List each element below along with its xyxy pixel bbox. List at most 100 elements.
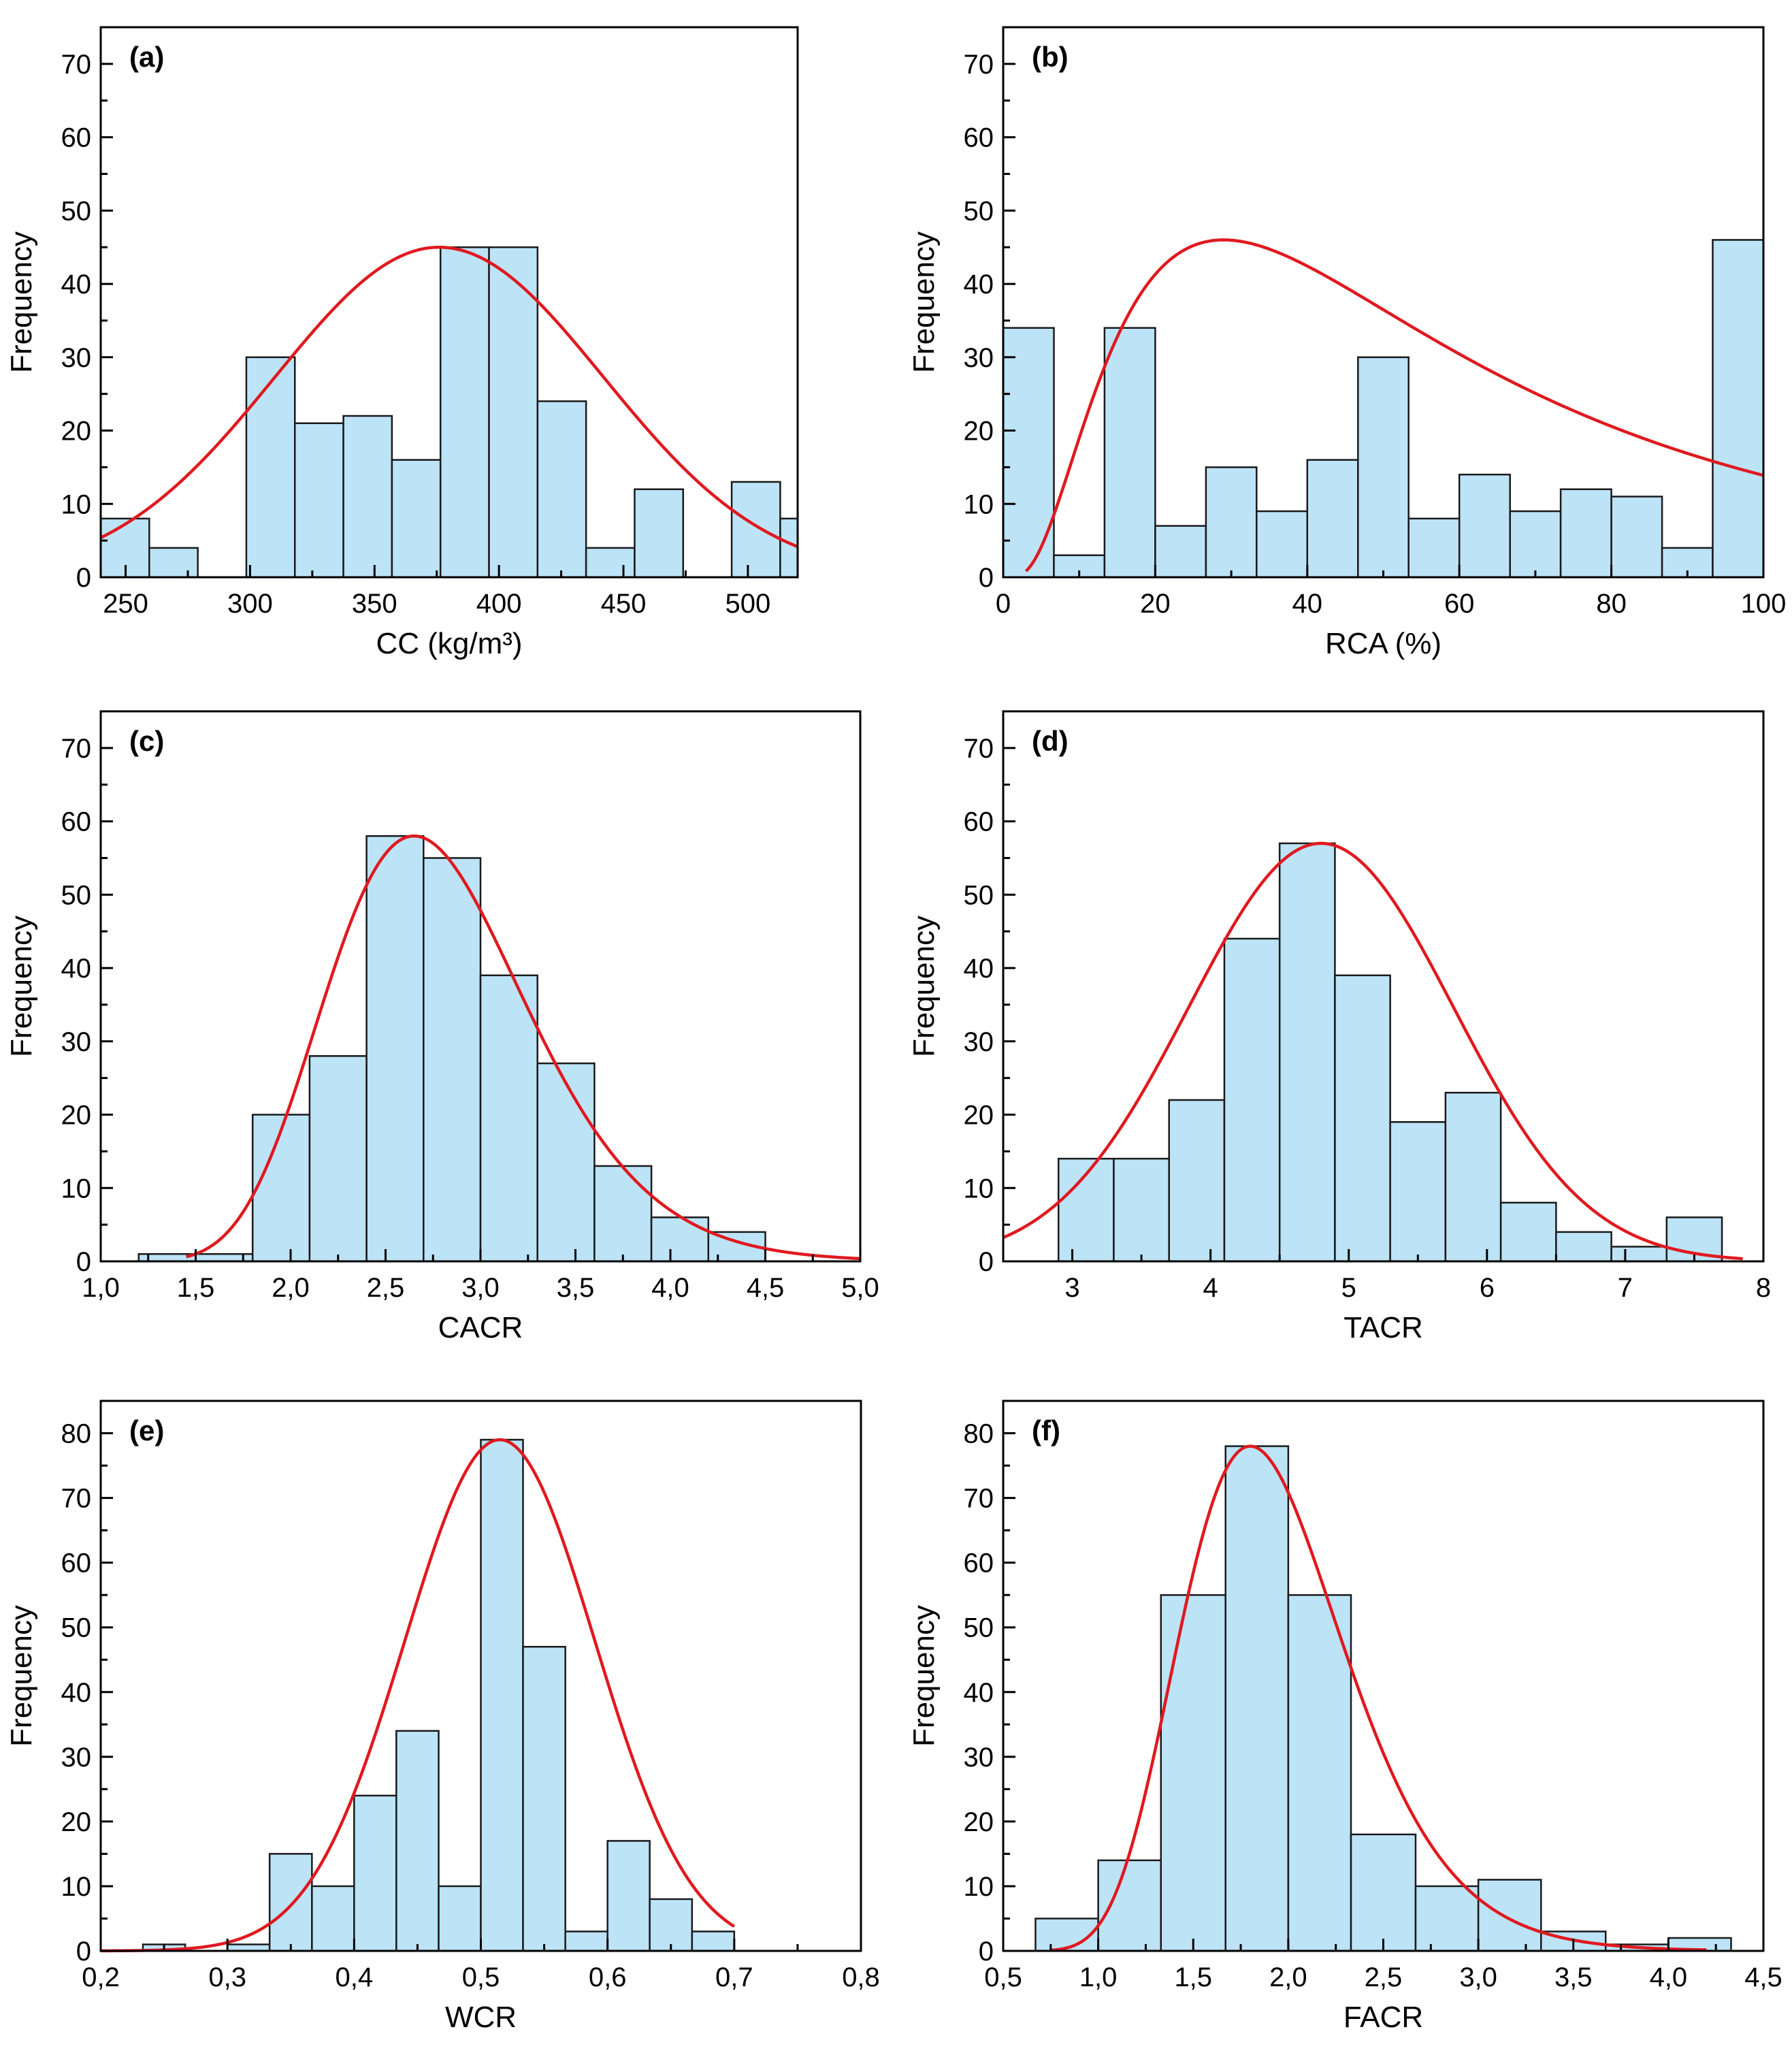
histogram-bar <box>438 1885 482 1952</box>
y-tick-label: 60 <box>964 123 994 153</box>
y-tick-label: 20 <box>61 1807 92 1837</box>
axis-frame <box>1002 710 1765 1263</box>
x-tick-label: 300 <box>227 589 273 619</box>
distribution-fit-curve <box>99 245 798 549</box>
x-tick-label: 3,5 <box>1554 1962 1593 1992</box>
x-tick-label: 2,0 <box>1269 1962 1307 1992</box>
y-axis-label: Frequency <box>5 231 38 373</box>
histogram-bar <box>1205 466 1258 579</box>
histogram-bar <box>251 1114 311 1263</box>
x-axis: 0 20 40 60 80 100 <box>996 565 1787 619</box>
y-tick-label: 10 <box>61 1872 92 1902</box>
histogram-bar <box>1097 1859 1162 1952</box>
histogram-bar <box>585 547 636 579</box>
x-tick-label: 4,5 <box>1744 1962 1782 1992</box>
histogram-bar <box>1477 1879 1542 1952</box>
histogram-bar <box>479 974 538 1263</box>
y-axis: 0 10 20 30 40 50 60 70 <box>964 710 1015 1277</box>
histogram-bar <box>1334 974 1391 1263</box>
y-tick-label: 40 <box>964 954 994 984</box>
y-tick-label: 10 <box>61 489 92 519</box>
panel-label: (e) <box>129 1415 164 1446</box>
panel-label: (b) <box>1032 41 1069 73</box>
y-tick-label: 30 <box>964 343 994 373</box>
histogram-bar <box>593 1165 653 1263</box>
y-tick-label: 60 <box>964 1549 994 1579</box>
distribution-fit-curve <box>100 1438 736 1953</box>
x-tick-label: 450 <box>601 589 647 619</box>
x-tick-label: 1,0 <box>82 1273 120 1303</box>
x-tick-label: 7 <box>1618 1273 1633 1303</box>
x-tick-label: 5,0 <box>841 1273 879 1303</box>
x-tick-label: 0,5 <box>462 1962 500 1992</box>
x-tick-label: 0,6 <box>589 1962 627 1992</box>
x-tick-label: 4,0 <box>1650 1962 1688 1992</box>
bars <box>1035 1445 1732 1952</box>
x-axis-label: WCR <box>445 2001 517 2034</box>
x-tick-label: 0,4 <box>336 1962 374 1992</box>
histogram-bar <box>1555 1231 1612 1263</box>
histogram-panel-b: 0 20 40 60 80 100 0 10 20 30 40 50 60 70 RCA (%) Freque… <box>907 26 1786 660</box>
y-tick-label: 0 <box>979 1937 994 1967</box>
y-tick-label: 0 <box>76 1247 91 1277</box>
x-axis-label: RCA (%) <box>1325 627 1441 660</box>
x-tick-label: 3 <box>1064 1273 1079 1303</box>
y-axis: 0 10 20 30 40 50 60 70 <box>964 26 1015 593</box>
x-tick-label: 40 <box>1292 589 1323 619</box>
x-axis: 3 4 5 6 7 8 <box>1064 1249 1771 1303</box>
histogram-bar <box>1509 510 1562 579</box>
x-tick-label: 20 <box>1140 589 1171 619</box>
x-axis-label: FACR <box>1343 2001 1423 2034</box>
histogram-bar <box>1223 937 1281 1263</box>
distribution-fit-curve <box>1024 238 1764 572</box>
x-tick-label: 3,5 <box>557 1273 595 1303</box>
histogram-bar <box>294 422 344 579</box>
y-tick-label: 80 <box>61 1419 92 1449</box>
x-tick-label: 0,7 <box>715 1962 753 1992</box>
y-tick-label: 50 <box>61 1613 92 1643</box>
histogram-bar <box>536 400 587 579</box>
y-tick-label: 0 <box>979 1247 994 1277</box>
y-axis: 0 10 20 30 40 50 60 70 <box>61 26 113 593</box>
histogram-bar <box>395 1730 440 1952</box>
histogram-bar <box>1287 1594 1352 1952</box>
histogram-bar <box>308 1055 368 1263</box>
y-tick-label: 50 <box>61 880 92 910</box>
y-tick-label: 20 <box>964 1807 994 1837</box>
y-axis-label: Frequency <box>907 916 941 1057</box>
y-tick-label: 30 <box>61 1027 92 1057</box>
panel-label: (c) <box>129 725 164 757</box>
x-tick-label: 8 <box>1756 1273 1771 1303</box>
y-tick-label: 50 <box>964 196 994 226</box>
histogram-bar <box>1306 459 1359 579</box>
histogram-bar <box>1610 496 1663 579</box>
histogram-bar <box>1350 1833 1417 1952</box>
x-axis: 250 300 350 400 450 500 <box>103 565 770 619</box>
y-tick-label: 30 <box>61 343 92 373</box>
histogram-bar <box>1154 525 1207 579</box>
histogram-bar <box>1278 842 1336 1263</box>
histogram-bar <box>564 1930 608 1952</box>
y-axis-label: Frequency <box>907 1605 941 1747</box>
panel-label: (f) <box>1032 1415 1060 1446</box>
y-tick-label: 10 <box>61 1174 92 1203</box>
histogram-panel-e: 0,2 0,3 0,4 0,5 0,6 0,7 0,8 0 10 20 30 40 50 60 70 80 WC… <box>5 1400 880 2034</box>
histogram-bar <box>439 246 490 579</box>
x-tick-label: 3,0 <box>461 1273 500 1303</box>
distribution-fit-curve <box>1003 841 1743 1261</box>
y-tick-label: 30 <box>964 1743 994 1773</box>
histogram-panel-c: 1,0 1,5 2,0 2,5 3,0 3,5 4,0 4,5 5,0 0 10 20 30 40 50 60… <box>5 710 879 1344</box>
histogram-bar <box>1357 356 1410 579</box>
histogram-bar <box>1458 473 1511 579</box>
histogram-bar <box>480 1438 524 1952</box>
y-tick-label: 50 <box>61 196 92 226</box>
y-tick-label: 70 <box>964 50 994 80</box>
y-tick-label: 20 <box>964 417 994 447</box>
y-axis-label: Frequency <box>907 231 941 373</box>
x-tick-label: 100 <box>1741 589 1787 619</box>
histogram-bar <box>423 857 482 1263</box>
histogram-bar <box>1610 1246 1668 1263</box>
x-tick-label: 2,5 <box>367 1273 405 1303</box>
bars <box>137 835 766 1263</box>
